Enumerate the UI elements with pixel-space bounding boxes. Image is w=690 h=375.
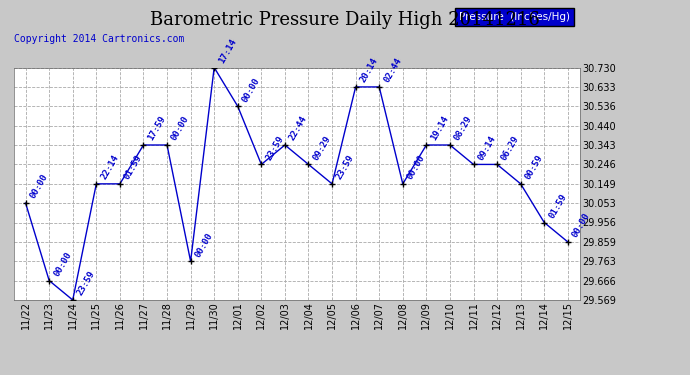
Text: 23:59: 23:59 (335, 153, 356, 181)
Text: 09:14: 09:14 (476, 134, 497, 162)
Text: 01:59: 01:59 (123, 153, 144, 181)
Text: 23:59: 23:59 (75, 270, 97, 297)
Text: 00:00: 00:00 (193, 231, 215, 259)
Text: 00:00: 00:00 (52, 250, 73, 278)
Text: 09:29: 09:29 (311, 134, 333, 162)
Text: 00:00: 00:00 (241, 76, 262, 104)
Text: 20:14: 20:14 (358, 56, 380, 84)
Text: 06:29: 06:29 (500, 134, 521, 162)
Text: 00:00: 00:00 (406, 153, 427, 181)
Text: Copyright 2014 Cartronics.com: Copyright 2014 Cartronics.com (14, 34, 184, 44)
Text: 19:14: 19:14 (429, 114, 451, 142)
Text: 08:29: 08:29 (453, 114, 474, 142)
Legend: Pressure  (Inches/Hg): Pressure (Inches/Hg) (455, 8, 574, 26)
Text: 22:44: 22:44 (288, 114, 309, 142)
Text: 00:00: 00:00 (28, 172, 50, 200)
Text: 02:44: 02:44 (382, 56, 403, 84)
Text: 00:00: 00:00 (170, 114, 191, 142)
Text: 17:59: 17:59 (146, 114, 168, 142)
Text: Barometric Pressure Daily High 20141216: Barometric Pressure Daily High 20141216 (150, 11, 540, 29)
Text: 01:59: 01:59 (547, 192, 569, 220)
Text: 00:00: 00:00 (571, 211, 592, 239)
Text: 17:14: 17:14 (217, 37, 238, 65)
Text: 22:14: 22:14 (99, 153, 120, 181)
Text: 23:59: 23:59 (264, 134, 286, 162)
Text: 00:59: 00:59 (524, 153, 544, 181)
